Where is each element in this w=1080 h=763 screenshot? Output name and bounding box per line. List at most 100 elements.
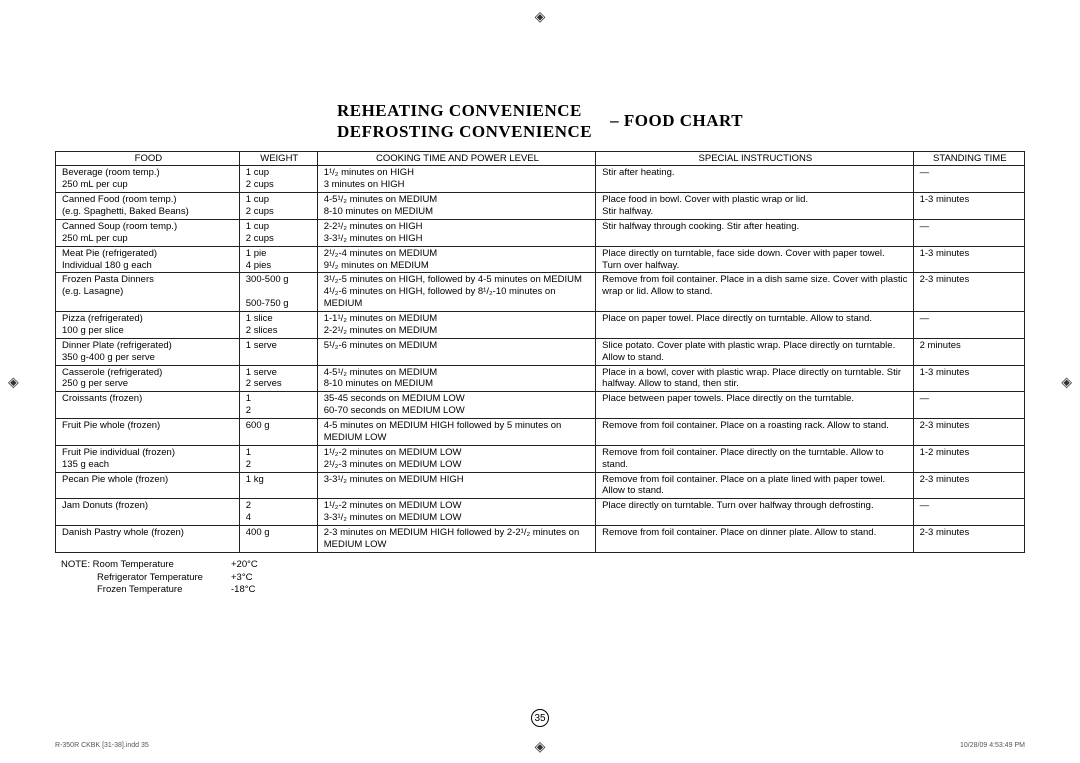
cell-food: Dinner Plate (refrigerated)350 g-400 g p… [56,338,240,365]
note-prefix: NOTE: [61,559,90,570]
table-row: Fruit Pie whole (frozen)600 g4-5 minutes… [56,419,1025,446]
cell-stand: — [913,166,1024,193]
cell-weight: 1 slice2 slices [239,312,317,339]
table-row: Canned Food (room temp.)(e.g. Spaghetti,… [56,193,1025,220]
cell-stand: — [913,312,1024,339]
cell-stand: 1-2 minutes [913,445,1024,472]
title-block: REHEATING CONVENIENCE DEFROSTING CONVENI… [55,100,1025,143]
cell-special: Slice potato. Cover plate with plastic w… [596,338,913,365]
cell-special: Place in a bowl, cover with plastic wrap… [596,365,913,392]
cell-cook: 1¹/₂-2 minutes on MEDIUM LOW2¹/₂-3 minut… [317,445,595,472]
cell-special: Stir after heating. [596,166,913,193]
cell-stand: 2-3 minutes [913,526,1024,553]
cell-stand: 1-3 minutes [913,193,1024,220]
table-row: Pecan Pie whole (frozen)1 kg3-3¹/₂ minut… [56,472,1025,499]
cell-weight: 12 [239,392,317,419]
cell-food: Meat Pie (refrigerated)Individual 180 g … [56,246,240,273]
note-label-1: Refrigerator Temperature [61,572,231,585]
title-line-1: REHEATING CONVENIENCE [337,100,582,121]
table-row: Croissants (frozen)1235-45 seconds on ME… [56,392,1025,419]
notes-block: NOTE: Room Temperature +20°C Refrigerato… [55,559,1025,597]
cell-food: Danish Pastry whole (frozen) [56,526,240,553]
cell-special: Place directly on turntable. Turn over h… [596,499,913,526]
cell-cook: 1¹/₂-2 minutes on MEDIUM LOW3-3¹/₂ minut… [317,499,595,526]
cell-stand: 1-3 minutes [913,246,1024,273]
cell-weight: 1 kg [239,472,317,499]
footer: R-350R CKBK [31-38].indd 35 10/28/09 4:5… [55,742,1025,749]
table-row: Casserole (refrigerated)250 g per serve1… [56,365,1025,392]
cell-special: Remove from foil container. Place on a p… [596,472,913,499]
crop-mark-right: ◈ [1061,373,1072,390]
cell-special: Place directly on turntable, face side d… [596,246,913,273]
cell-stand: — [913,219,1024,246]
food-chart-table: FOOD WEIGHT COOKING TIME AND POWER LEVEL… [55,151,1025,553]
cell-stand: 2-3 minutes [913,273,1024,312]
cell-special: Remove from foil container. Place in a d… [596,273,913,312]
cell-weight: 24 [239,499,317,526]
cell-food: Fruit Pie individual (frozen)135 g each [56,445,240,472]
table-row: Jam Donuts (frozen)241¹/₂-2 minutes on M… [56,499,1025,526]
cell-stand: 2-3 minutes [913,472,1024,499]
cell-weight: 600 g [239,419,317,446]
table-header-row: FOOD WEIGHT COOKING TIME AND POWER LEVEL… [56,151,1025,166]
title-right: – FOOD CHART [610,111,743,131]
cell-food: Jam Donuts (frozen) [56,499,240,526]
cell-weight: 1 cup2 cups [239,166,317,193]
table-row: Fruit Pie individual (frozen)135 g each1… [56,445,1025,472]
cell-stand: 2 minutes [913,338,1024,365]
table-row: Pizza (refrigerated)100 g per slice1 sli… [56,312,1025,339]
cell-food: Casserole (refrigerated)250 g per serve [56,365,240,392]
cell-special: Place on paper towel. Place directly on … [596,312,913,339]
cell-cook: 4-5¹/₂ minutes on MEDIUM8-10 minutes on … [317,193,595,220]
cell-cook: 3¹/₂-5 minutes on HIGH, followed by 4-5 … [317,273,595,312]
cell-special: Stir halfway through cooking. Stir after… [596,219,913,246]
cell-food: Pizza (refrigerated)100 g per slice [56,312,240,339]
note-row: Refrigerator Temperature +3°C [61,572,1025,585]
cell-food: Beverage (room temp.)250 mL per cup [56,166,240,193]
cell-special: Remove from foil container. Place on a r… [596,419,913,446]
cell-cook: 4-5 minutes on MEDIUM HIGH followed by 5… [317,419,595,446]
cell-weight: 1 cup2 cups [239,193,317,220]
cell-cook: 35-45 seconds on MEDIUM LOW60-70 seconds… [317,392,595,419]
page-number: 35 [531,709,549,727]
page-container: ◈ ◈ ◈ ◈ REHEATING CONVENIENCE DEFROSTING… [0,0,1080,763]
note-row: Frozen Temperature -18°C [61,584,1025,597]
table-row: Dinner Plate (refrigerated)350 g-400 g p… [56,338,1025,365]
cell-food: Canned Soup (room temp.)250 mL per cup [56,219,240,246]
title-line-2: DEFROSTING CONVENIENCE [337,121,592,142]
cell-cook: 2-2¹/₂ minutes on HIGH3-3¹/₂ minutes on … [317,219,595,246]
cell-stand: 1-3 minutes [913,365,1024,392]
crop-mark-left: ◈ [8,373,19,390]
cell-food: Fruit Pie whole (frozen) [56,419,240,446]
table-body: Beverage (room temp.)250 mL per cup1 cup… [56,166,1025,552]
cell-food: Pecan Pie whole (frozen) [56,472,240,499]
cell-cook: 1-1¹/₂ minutes on MEDIUM2-2¹/₂ minutes o… [317,312,595,339]
note-val-2: -18°C [231,584,281,597]
col-stand: STANDING TIME [913,151,1024,166]
cell-weight: 1 serve [239,338,317,365]
crop-mark-top: ◈ [535,8,546,25]
cell-stand: — [913,499,1024,526]
cell-weight: 1 serve2 serves [239,365,317,392]
title-left-stack: REHEATING CONVENIENCE DEFROSTING CONVENI… [337,100,592,143]
cell-food: Canned Food (room temp.)(e.g. Spaghetti,… [56,193,240,220]
cell-special: Remove from foil container. Place on din… [596,526,913,553]
cell-cook: 4-5¹/₂ minutes on MEDIUM8-10 minutes on … [317,365,595,392]
footer-right: 10/28/09 4:53:49 PM [960,742,1025,749]
note-val-0: +20°C [231,559,281,572]
cell-weight: 1 cup2 cups [239,219,317,246]
cell-cook: 2¹/₂-4 minutes on MEDIUM9¹/₂ minutes on … [317,246,595,273]
note-row: NOTE: Room Temperature +20°C [61,559,1025,572]
table-row: Frozen Pasta Dinners(e.g. Lasagne)300-50… [56,273,1025,312]
col-cook: COOKING TIME AND POWER LEVEL [317,151,595,166]
note-label-2: Frozen Temperature [61,584,231,597]
col-weight: WEIGHT [239,151,317,166]
col-special: SPECIAL INSTRUCTIONS [596,151,913,166]
cell-special: Place food in bowl. Cover with plastic w… [596,193,913,220]
cell-cook: 5¹/₂-6 minutes on MEDIUM [317,338,595,365]
cell-weight: 12 [239,445,317,472]
cell-food: Croissants (frozen) [56,392,240,419]
cell-food: Frozen Pasta Dinners(e.g. Lasagne) [56,273,240,312]
cell-cook: 2-3 minutes on MEDIUM HIGH followed by 2… [317,526,595,553]
cell-cook: 1¹/₂ minutes on HIGH3 minutes on HIGH [317,166,595,193]
